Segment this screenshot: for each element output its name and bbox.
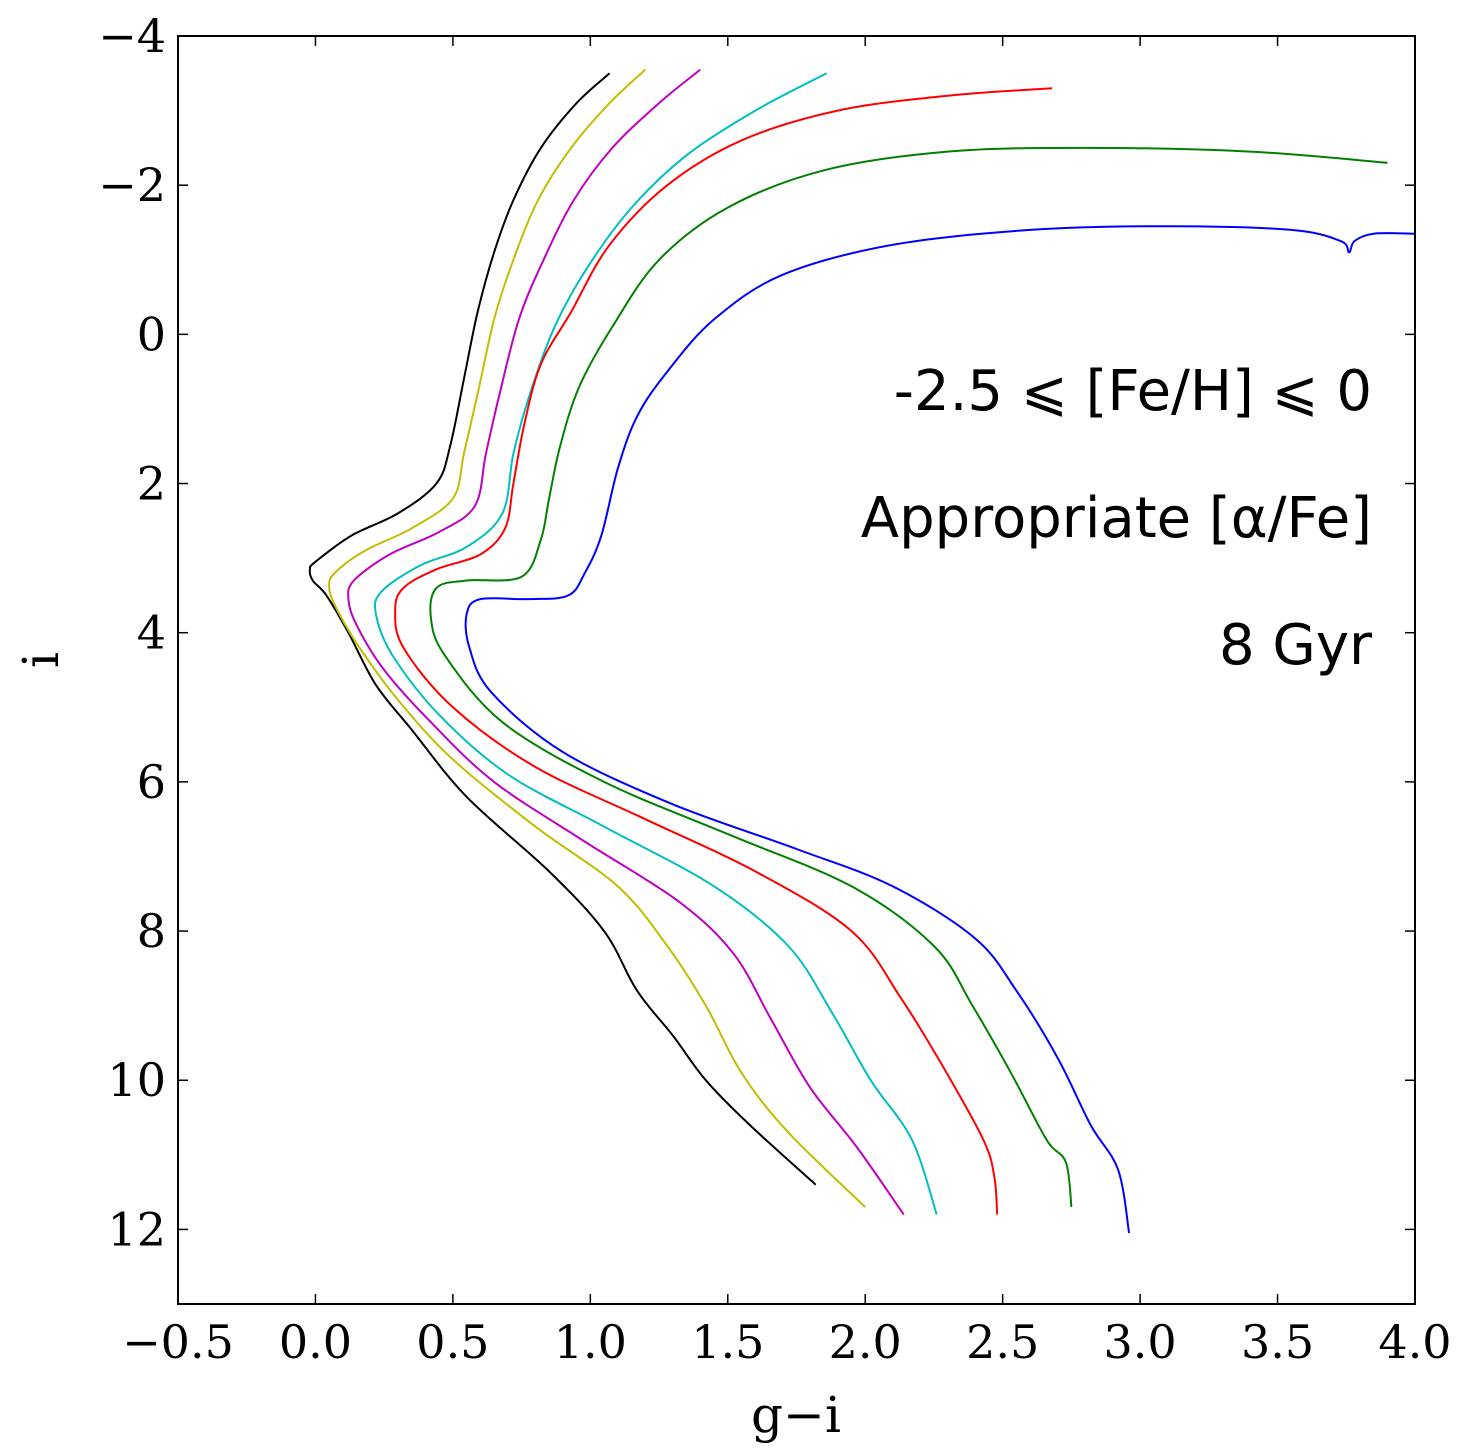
y-tick-labels: −4 −2 0 2 4 6 8 10 12 [98, 9, 166, 1256]
y-tick-label: −4 [98, 9, 166, 63]
x-tick-label: 3.0 [1104, 1315, 1177, 1369]
annotation-feh-range: -2.5 ⩽ [Fe/H] ⩽ 0 [894, 359, 1372, 424]
plot-frame [177, 35, 1416, 1305]
y-tick-label: 8 [137, 904, 166, 958]
x-axis-label: g−i [751, 1386, 841, 1444]
x-tick-labels: −0.5 0.0 0.5 1.0 1.5 2.0 2.5 3.0 3.5 4.0 [122, 1315, 1451, 1369]
x-tick-label: 0.0 [279, 1315, 352, 1369]
x-tick-label: 0.5 [416, 1315, 489, 1369]
x-tick-label: 3.5 [1241, 1315, 1314, 1369]
annotation-alpha-fe: Appropriate [α/Fe] [861, 486, 1372, 551]
x-tick-label: 2.5 [966, 1315, 1039, 1369]
isochrone-line-5 [394, 87, 1053, 1215]
isochrone-line-3 [347, 68, 905, 1216]
y-tick-label: 0 [137, 307, 166, 361]
isochrone-line-6 [429, 146, 1388, 1208]
axis-ticks [177, 35, 1416, 1304]
x-tick-label: −0.5 [122, 1315, 234, 1369]
y-tick-label: 6 [137, 755, 166, 809]
y-tick-label: 4 [137, 606, 166, 660]
isochrone-line-1 [308, 72, 817, 1186]
isochrone-line-4 [373, 72, 938, 1215]
x-tick-label: 2.0 [829, 1315, 902, 1369]
y-tick-label: 12 [107, 1202, 166, 1256]
x-tick-label: 4.0 [1378, 1315, 1451, 1369]
y-tick-label: 2 [137, 457, 166, 511]
isochrone-curves [308, 68, 1416, 1234]
x-tick-label: 1.5 [691, 1315, 764, 1369]
annotation-age: 8 Gyr [1219, 613, 1373, 678]
y-tick-label: 10 [107, 1053, 166, 1107]
isochrone-line-7 [464, 225, 1416, 1234]
x-tick-label: 1.0 [554, 1315, 627, 1369]
isochrone-line-2 [328, 68, 866, 1208]
y-tick-label: −2 [98, 158, 166, 212]
y-axis-label: i [12, 652, 70, 668]
